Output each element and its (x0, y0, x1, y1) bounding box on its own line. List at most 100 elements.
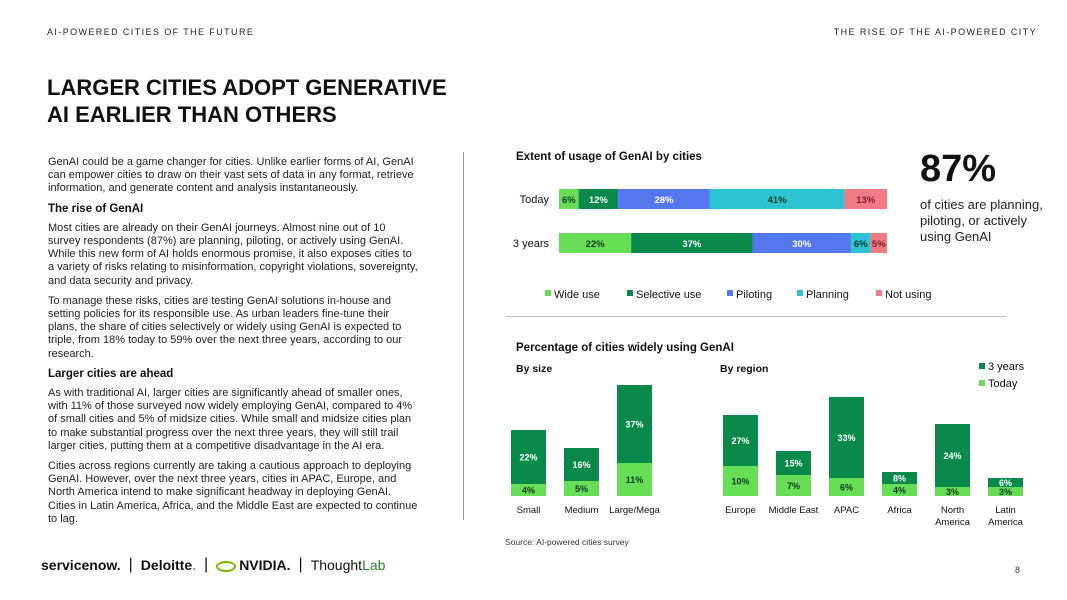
usage-bar-segment (578, 189, 619, 209)
today-bar (511, 484, 546, 496)
legend-label: Piloting (736, 289, 772, 301)
big-stat-value: 87% (920, 148, 997, 190)
partner-logos: servicenow. | Deloitte. | NVIDIA. | Thou… (41, 556, 385, 574)
logo-separator: | (128, 556, 133, 573)
today-data-label: 3% (999, 487, 1012, 497)
usage-data-label: 37% (682, 239, 702, 250)
usage-data-label: 13% (856, 195, 876, 206)
three-years-bar (723, 415, 758, 466)
usage-data-label: 22% (586, 239, 606, 250)
today-bar (882, 484, 917, 496)
three-years-data-label: 27% (731, 436, 749, 446)
three-years-bar (564, 448, 599, 481)
three-years-data-label: 16% (572, 460, 590, 470)
usage-data-label: 12% (589, 195, 609, 206)
today-data-label: 11% (626, 475, 644, 485)
risks-paragraph: To manage these risks, cities are testin… (48, 294, 403, 360)
legend-swatch (797, 290, 803, 296)
three-years-bar (935, 424, 970, 487)
today-bar (829, 478, 864, 496)
usage-category-label: 3 years (513, 238, 550, 250)
body-text: GenAI could be a game changer for cities… (48, 156, 420, 533)
today-data-label: 10% (731, 477, 749, 487)
regions-paragraph: Cities across regions currently are taki… (48, 460, 418, 525)
three-years-bar (511, 430, 546, 484)
today-data-label: 7% (787, 481, 800, 491)
intro-paragraph: GenAI could be a game changer for cities… (48, 156, 414, 195)
usage-bar-segment (850, 233, 871, 253)
today-data-label: 4% (893, 486, 906, 496)
three-years-data-label: 33% (837, 433, 855, 443)
logo-separator: | (204, 556, 209, 573)
today-data-label: 6% (840, 483, 853, 493)
today-bar (988, 487, 1023, 496)
legend-swatch (627, 290, 633, 296)
page-number: 8 (1014, 565, 1020, 575)
today-bar (723, 466, 758, 496)
three-years-bar (882, 472, 917, 484)
usage-data-label: 41% (768, 195, 788, 206)
today-bar (617, 463, 652, 496)
logo-separator: | (298, 556, 303, 573)
legend-label: Today (988, 378, 1018, 390)
legend-swatch (979, 380, 985, 386)
usage-bar-segment (870, 233, 887, 253)
today-bar (564, 481, 599, 496)
category-label: Medium (565, 505, 599, 516)
source-note: Source: AI-powered cities survey (505, 537, 629, 547)
legend-label: Selective use (636, 289, 701, 301)
usage-data-label: 30% (792, 239, 812, 250)
legend-swatch (876, 290, 882, 296)
page-title: LARGER CITIES ADOPT GENERATIVE AI EARLIE… (47, 75, 447, 127)
usage-bar-segment (844, 189, 887, 209)
category-label: Small (517, 505, 541, 516)
usage-bar-segment (709, 189, 845, 209)
nvidia-logo: NVIDIA. (216, 557, 291, 573)
legend-swatch (727, 290, 733, 296)
three-years-data-label: 24% (943, 451, 961, 461)
three-years-bar (617, 385, 652, 463)
servicenow-logo: servicenow. (41, 557, 121, 573)
category-label: Latin (995, 505, 1016, 516)
legend-swatch (979, 363, 985, 369)
legend-swatch (545, 290, 551, 296)
usage-bar-segment (559, 189, 579, 209)
by-region-label: By region (720, 363, 769, 375)
usage-data-label: 6% (562, 195, 576, 206)
category-label: America (988, 517, 1024, 528)
category-label: Africa (887, 505, 912, 516)
category-label: North (941, 505, 964, 516)
by-size-label: By size (516, 363, 553, 375)
legend-label: 3 years (988, 361, 1025, 373)
header-report-title: THE RISE OF THE AI-POWERED CITY (833, 27, 1037, 37)
horizontal-divider (506, 316, 1006, 317)
three-years-data-label: 8% (893, 474, 906, 484)
three-years-bar (776, 451, 811, 475)
vertical-divider (463, 152, 464, 520)
thoughtlab-logo: ThoughtLab (310, 557, 386, 573)
category-label: APAC (834, 505, 859, 516)
today-bar (776, 475, 811, 496)
header-section-title: AI-POWERED CITIES OF THE FUTURE (47, 27, 255, 37)
rise-paragraph: Most cities are already on their GenAI j… (48, 221, 418, 287)
usage-bar-segment (631, 233, 753, 253)
legend-label: Not using (885, 289, 931, 301)
usage-data-label: 5% (872, 239, 886, 250)
usage-data-label: 28% (654, 195, 674, 206)
usage-bar-segment (559, 233, 632, 253)
three-years-data-label: 37% (625, 420, 643, 430)
three-years-data-label: 15% (784, 459, 802, 469)
nvidia-eye-icon (216, 560, 237, 572)
big-stat-text: of cities are planning, piloting, or act… (920, 197, 1043, 244)
category-label: Large/Mega (609, 505, 660, 516)
deloitte-logo: Deloitte. (140, 557, 197, 573)
section-heading-larger: Larger cities are ahead (48, 367, 174, 380)
section-heading-rise: The rise of GenAI (48, 202, 144, 215)
usage-chart-title: Extent of usage of GenAI by cities (516, 151, 702, 163)
usage-data-label: 6% (854, 239, 868, 250)
legend-label: Planning (806, 289, 849, 301)
usage-category-label: Today (520, 194, 550, 206)
today-bar (935, 487, 970, 496)
larger-paragraph: As with traditional AI, larger cities ar… (48, 387, 413, 452)
three-years-data-label: 6% (999, 478, 1012, 488)
